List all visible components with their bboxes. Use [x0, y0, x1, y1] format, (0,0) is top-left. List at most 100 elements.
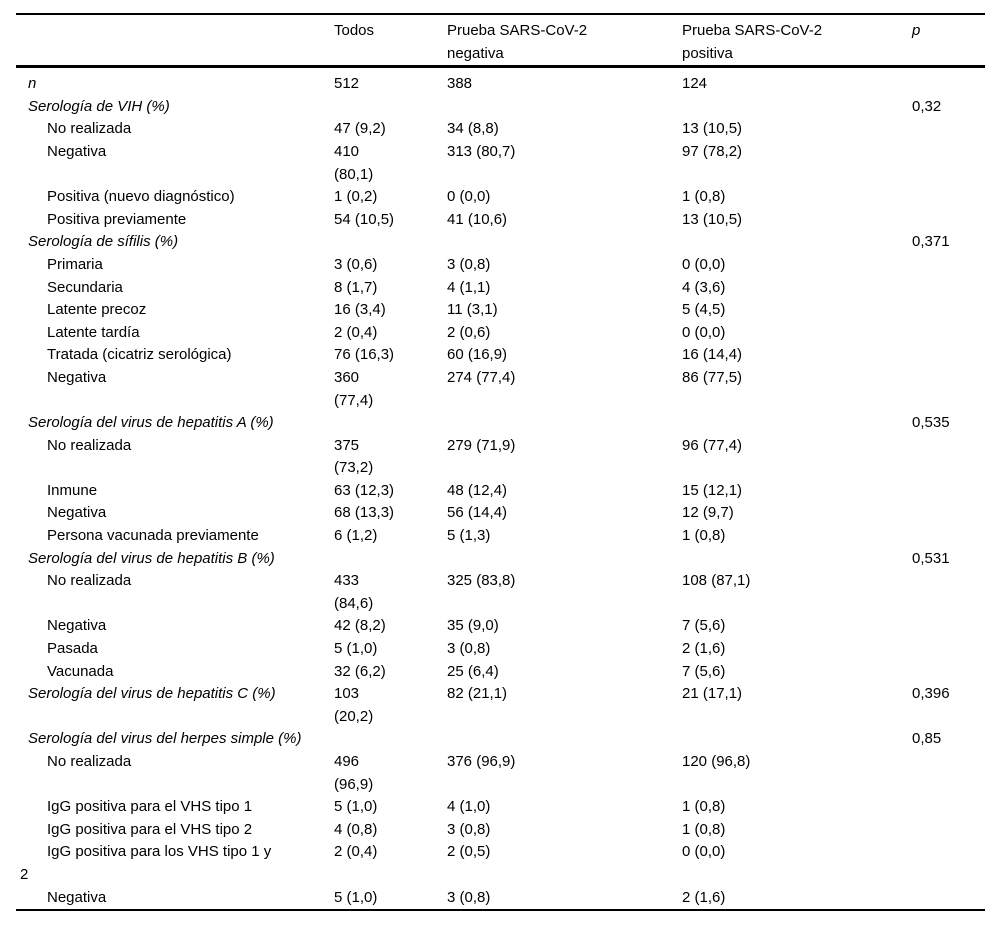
table-row: IgG positiva para el VHS tipo 1 5 (1,0) 4 …	[16, 796, 985, 819]
cell-positiva: 97 (78,2)	[682, 142, 743, 160]
cell-positiva: 7 (5,6)	[682, 662, 726, 680]
cell-negativa: 2 (0,6)	[447, 323, 491, 341]
row-label: IgG positiva para el VHS tipo 1	[47, 798, 253, 816]
row-label: No realizada	[47, 753, 132, 770]
serology-table: Todos Prueba SARS-CoV-2 negativa Prueba …	[16, 13, 985, 912]
table-row: Inmune 63 (12,3) 48 (12,4) 15 (12,1)	[16, 480, 985, 503]
cell-negativa: 5 (1,3)	[447, 527, 491, 545]
col-header-empty	[16, 14, 334, 69]
cell-p-value: 0,396	[912, 685, 950, 703]
cell-negativa: 3 (0,8)	[447, 888, 491, 906]
table-row: No realizada 47 (9,2) 34 (8,8) 13 (10,5)	[16, 118, 985, 141]
cell-negativa: 2 (0,5)	[447, 843, 491, 861]
table-row: Serología del virus de hepatitis B (%) 0,…	[16, 548, 985, 571]
cell-p-value	[912, 277, 985, 300]
cell-todos: 2 (0,4)	[334, 843, 378, 861]
cell-p-value	[912, 209, 985, 232]
table-row: Serología del virus de hepatitis C (%) 10…	[16, 683, 985, 728]
cell-todos: 375 (73,2)	[334, 436, 374, 477]
table-row: Positiva previamente 54 (10,5) 41 (10,6) 13…	[16, 209, 985, 232]
table-row: No realizada 375 (73,2) 279 (71,9) 96 (77,4…	[16, 435, 985, 480]
cell-positiva: 108 (87,1)	[682, 572, 751, 590]
cell-todos: 42 (8,2)	[334, 617, 386, 635]
cell-positiva: 1 (0,8)	[682, 798, 726, 816]
cell-p-value	[912, 480, 985, 503]
cell-negativa: 0 (0,0)	[447, 188, 491, 206]
cell-positiva	[682, 231, 912, 254]
header-row: Todos Prueba SARS-CoV-2 negativa Prueba …	[16, 14, 985, 69]
row-label: Pasada	[47, 640, 98, 658]
row-label: IgG positiva para el VHS tipo 2	[47, 820, 253, 838]
cell-p-value	[912, 186, 985, 209]
cell-positiva: 96 (77,4)	[682, 436, 743, 454]
table-row: Pasada 5 (1,0) 3 (0,8) 2 (1,6)	[16, 638, 985, 661]
cell-positiva: 5 (4,5)	[682, 301, 726, 319]
cell-todos: 410 (80,1)	[334, 142, 374, 183]
row-label: Negativa	[47, 142, 107, 160]
cell-todos: 496 (96,9)	[334, 753, 374, 793]
cell-todos	[334, 412, 447, 435]
cell-todos: 4 (0,8)	[334, 820, 378, 838]
table-header: Todos Prueba SARS-CoV-2 negativa Prueba …	[16, 14, 985, 69]
cell-todos: 6 (1,2)	[334, 527, 378, 545]
cell-positiva	[682, 728, 912, 751]
cell-p-value	[912, 615, 985, 638]
cell-p-value	[912, 502, 985, 525]
table-row: Vacunada 32 (6,2) 25 (6,4) 7 (5,6)	[16, 661, 985, 684]
cell-positiva: 124	[682, 75, 708, 93]
row-label: Vacunada	[47, 662, 114, 680]
cell-p-value	[912, 67, 985, 96]
cell-negativa: 34 (8,8)	[447, 120, 499, 138]
cell-positiva	[682, 548, 912, 571]
cell-positiva: 2 (1,6)	[682, 640, 726, 658]
row-label: Serología de VIH (%)	[28, 97, 170, 115]
table-row: Negativa 360 (77,4) 274 (77,4) 86 (77,5)	[16, 367, 985, 412]
cell-negativa: 48 (12,4)	[447, 481, 508, 499]
cell-negativa: 56 (14,4)	[447, 504, 508, 522]
table-row: Primaria 3 (0,6) 3 (0,8) 0 (0,0)	[16, 254, 985, 277]
cell-todos: 3 (0,6)	[334, 255, 378, 273]
cell-negativa: 4 (1,0)	[447, 798, 491, 816]
cell-todos: 5 (1,0)	[334, 888, 378, 906]
row-label: IgG positiva para los VHS tipo 1 y 2	[20, 843, 272, 883]
cell-p-value	[912, 661, 985, 684]
row-label: Negativa	[47, 504, 107, 522]
cell-p-value: 0,531	[912, 549, 950, 567]
cell-positiva	[682, 412, 912, 435]
row-label: Primaria	[47, 255, 103, 273]
cell-positiva: 13 (10,5)	[682, 120, 743, 138]
table-row: IgG positiva para los VHS tipo 1 y 2 2 (0…	[16, 841, 985, 886]
cell-negativa: 3 (0,8)	[447, 820, 491, 838]
row-label: No realizada	[47, 120, 132, 138]
cell-p-value	[912, 796, 985, 819]
cell-todos: 433 (84,6)	[334, 572, 374, 612]
row-label: Inmune	[47, 481, 98, 499]
table-row: Serología del virus del herpes simple (%…	[16, 728, 985, 751]
cell-p-value	[912, 118, 985, 141]
cell-positiva: 7 (5,6)	[682, 617, 726, 635]
cell-positiva: 16 (14,4)	[682, 346, 743, 364]
row-label: Tratada (cicatriz serológica)	[47, 346, 232, 364]
cell-negativa	[447, 728, 682, 751]
col-header-todos: Todos	[334, 14, 447, 69]
row-label: Serología de sífilis (%)	[28, 233, 179, 251]
col-header-p-value: p	[912, 14, 985, 69]
cell-positiva: 0 (0,0)	[682, 323, 726, 341]
table-row: Negativa 42 (8,2) 35 (9,0) 7 (5,6)	[16, 615, 985, 638]
cell-p-value: 0,32	[912, 97, 942, 115]
cell-todos: 1 (0,2)	[334, 188, 378, 206]
cell-negativa	[447, 412, 682, 435]
cell-p-value	[912, 638, 985, 661]
cell-negativa: 313 (80,7)	[447, 142, 516, 160]
row-label: Serología del virus de hepatitis B (%)	[28, 549, 275, 567]
row-label: No realizada	[47, 436, 132, 454]
col-header-sars-negativa: Prueba SARS-CoV-2 negativa	[447, 14, 682, 69]
cell-p-value	[912, 435, 985, 480]
cell-todos: 76 (16,3)	[334, 346, 395, 364]
cell-negativa: 3 (0,8)	[447, 640, 491, 658]
table-row: IgG positiva para el VHS tipo 2 4 (0,8) 3 …	[16, 819, 985, 842]
cell-p-value	[912, 819, 985, 842]
cell-todos: 54 (10,5)	[334, 210, 395, 228]
cell-negativa	[447, 548, 682, 571]
cell-positiva: 120 (96,8)	[682, 753, 751, 770]
